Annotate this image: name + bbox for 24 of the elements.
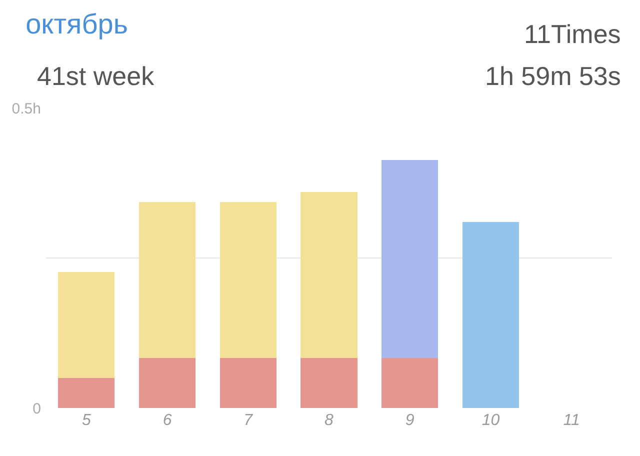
x-tick-label: 7 xyxy=(244,412,254,429)
bar xyxy=(58,378,115,408)
chart-title: октябрь xyxy=(26,8,128,40)
x-tick-label: 10 xyxy=(482,412,500,429)
chart-subtitle: 41st week xyxy=(37,61,156,91)
bar xyxy=(300,192,358,358)
bar xyxy=(138,202,196,358)
bar xyxy=(382,358,438,408)
x-tick-label: 9 xyxy=(405,412,414,429)
bar xyxy=(220,202,276,358)
bar xyxy=(300,358,358,408)
text: 11Times xyxy=(524,19,621,49)
y-tick-label: 0.5h xyxy=(12,100,41,118)
x-tick-label: 6 xyxy=(162,412,172,429)
bar xyxy=(382,160,438,358)
x-tick-label: 11 xyxy=(563,412,580,429)
bar xyxy=(58,272,115,378)
y-tick-label: 0 xyxy=(32,400,41,418)
bar xyxy=(220,358,276,408)
bar xyxy=(138,358,196,408)
bar xyxy=(462,222,520,408)
text: 1h 59m 53s xyxy=(485,61,621,91)
x-tick-label: 5 xyxy=(82,412,91,429)
x-tick-label: 8 xyxy=(324,412,334,429)
